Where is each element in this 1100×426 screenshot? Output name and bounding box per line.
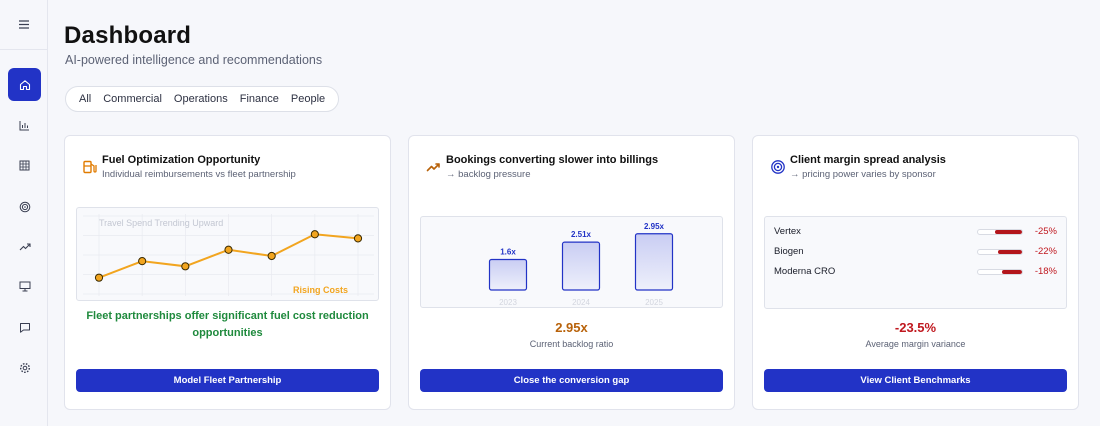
bar-chart-icon: [19, 121, 29, 131]
card-subtitle: → backlog pressure: [446, 169, 531, 180]
margin-bar-track: [977, 229, 1023, 235]
filter-tab-operations[interactable]: Operations: [173, 93, 228, 105]
fuel-pump-icon: [83, 160, 97, 174]
travel-spend-chart: Travel Spend Trending Upward Rising Costs: [76, 207, 379, 301]
margin-bar-fill: [997, 250, 1022, 254]
client-name: Moderna CRO: [774, 266, 836, 277]
margin-bar-track: [977, 269, 1023, 275]
page-title: Dashboard: [64, 22, 192, 49]
margin-row-vertex: Vertex -25%: [774, 225, 1057, 239]
home-icon: [19, 79, 30, 90]
chat-icon: [19, 323, 30, 333]
margin-spread-list: Vertex -25% Biogen -22% Moderna CRO -18%: [764, 216, 1067, 309]
client-margin-card: Client margin spread analysis → pricing …: [752, 135, 1079, 410]
data-point: [94, 273, 104, 282]
sidebar-item-table[interactable]: [8, 149, 41, 182]
data-point: [267, 251, 276, 261]
margin-row-moderna: Moderna CRO -18%: [774, 265, 1057, 279]
data-point: [310, 230, 319, 239]
margin-variance-label: Average margin variance: [865, 339, 966, 349]
bar-data-label: 2.51x: [571, 230, 592, 239]
margin-bar-fill: [1002, 270, 1022, 274]
page-subtitle: AI-powered intelligence and recommendati…: [65, 53, 323, 67]
data-point: [181, 262, 190, 271]
bar: [634, 233, 674, 291]
filter-tab-all[interactable]: All: [79, 93, 92, 105]
trending-icon: [19, 242, 31, 250]
card-header: Client margin spread analysis → pricing …: [770, 154, 1068, 184]
client-name: Biogen: [774, 246, 804, 257]
data-point: [138, 257, 147, 266]
margin-bar-track: [977, 249, 1023, 255]
filter-tabs: All Commercial Operations Finance People: [65, 86, 340, 112]
sidebar-item-home[interactable]: [8, 68, 41, 101]
chart-annotation: Rising Costs: [293, 285, 348, 295]
line-chart-svg: Travel Spend Trending Upward Rising Costs: [83, 214, 374, 296]
margin-percent: -25%: [1034, 226, 1057, 237]
backlog-ratio-chart: 1.6x 2023 2.51x 2024 2.95x 2025: [420, 216, 723, 308]
card-header: Bookings converting slower into billings…: [426, 154, 724, 184]
bar: [561, 241, 601, 291]
chart-title: Travel Spend Trending Upward: [99, 218, 223, 228]
data-point: [353, 234, 363, 243]
target-icon: [19, 201, 30, 212]
card-title: Client margin spread analysis: [790, 154, 946, 166]
settings-icon: [19, 362, 30, 373]
view-client-benchmarks-button[interactable]: View Client Benchmarks: [764, 369, 1067, 392]
sidebar-item-targets[interactable]: [8, 190, 41, 223]
margin-percent: -18%: [1034, 266, 1057, 277]
margin-bar-fill: [994, 230, 1022, 234]
card-title: Bookings converting slower into billings: [446, 154, 659, 166]
card-subtitle: → pricing power varies by sponsor: [790, 169, 936, 180]
sidebar-item-analytics[interactable]: [8, 109, 41, 142]
target-icon: [771, 160, 785, 174]
margin-variance-value: -23.5%: [894, 320, 937, 335]
close-conversion-gap-button[interactable]: Close the conversion gap: [420, 369, 723, 392]
margin-row-biogen: Biogen -22%: [774, 245, 1057, 259]
sidebar-item-messages[interactable]: [8, 311, 41, 344]
backlog-ratio-label: Current backlog ratio: [529, 339, 614, 349]
margin-percent: -22%: [1034, 246, 1057, 257]
category-label: 2025: [645, 298, 663, 307]
fuel-optimization-card: Fuel Optimization Opportunity Individual…: [64, 135, 391, 410]
card-title: Fuel Optimization Opportunity: [102, 154, 261, 166]
sidebar-item-settings[interactable]: [8, 351, 41, 384]
sidebar-item-trends[interactable]: [8, 230, 41, 263]
hamburger-icon: [19, 20, 29, 29]
bar-data-label: 1.6x: [500, 248, 516, 257]
card-subtitle: Individual reimbursements vs fleet partn…: [102, 169, 296, 180]
client-name: Vertex: [774, 226, 801, 237]
table-icon: [19, 160, 30, 171]
category-label: 2024: [572, 298, 590, 307]
data-point: [224, 245, 233, 254]
insight-text: Fleet partnerships offer significant fue…: [86, 310, 369, 339]
main-content: Dashboard AI-powered intelligence and re…: [48, 0, 1100, 426]
filter-tab-people[interactable]: People: [290, 93, 326, 105]
category-label: 2023: [499, 298, 517, 307]
presentation-icon: [19, 281, 30, 292]
filter-tab-commercial[interactable]: Commercial: [103, 93, 162, 105]
trending-up-icon: [426, 163, 440, 172]
sidebar: [0, 0, 48, 426]
model-fleet-partnership-button[interactable]: Model Fleet Partnership: [76, 369, 379, 392]
bar-chart-svg: 1.6x 2023 2.51x 2024 2.95x 2025: [488, 222, 674, 307]
sidebar-item-presentations[interactable]: [8, 270, 41, 303]
backlog-ratio-value: 2.95x: [555, 320, 588, 335]
card-header: Fuel Optimization Opportunity Individual…: [82, 154, 380, 184]
filter-tab-finance[interactable]: Finance: [239, 93, 279, 105]
bookings-conversion-card: Bookings converting slower into billings…: [408, 135, 735, 410]
menu-toggle-button[interactable]: [0, 0, 48, 50]
bar-data-label: 2.95x: [644, 222, 665, 231]
bar: [488, 258, 528, 291]
